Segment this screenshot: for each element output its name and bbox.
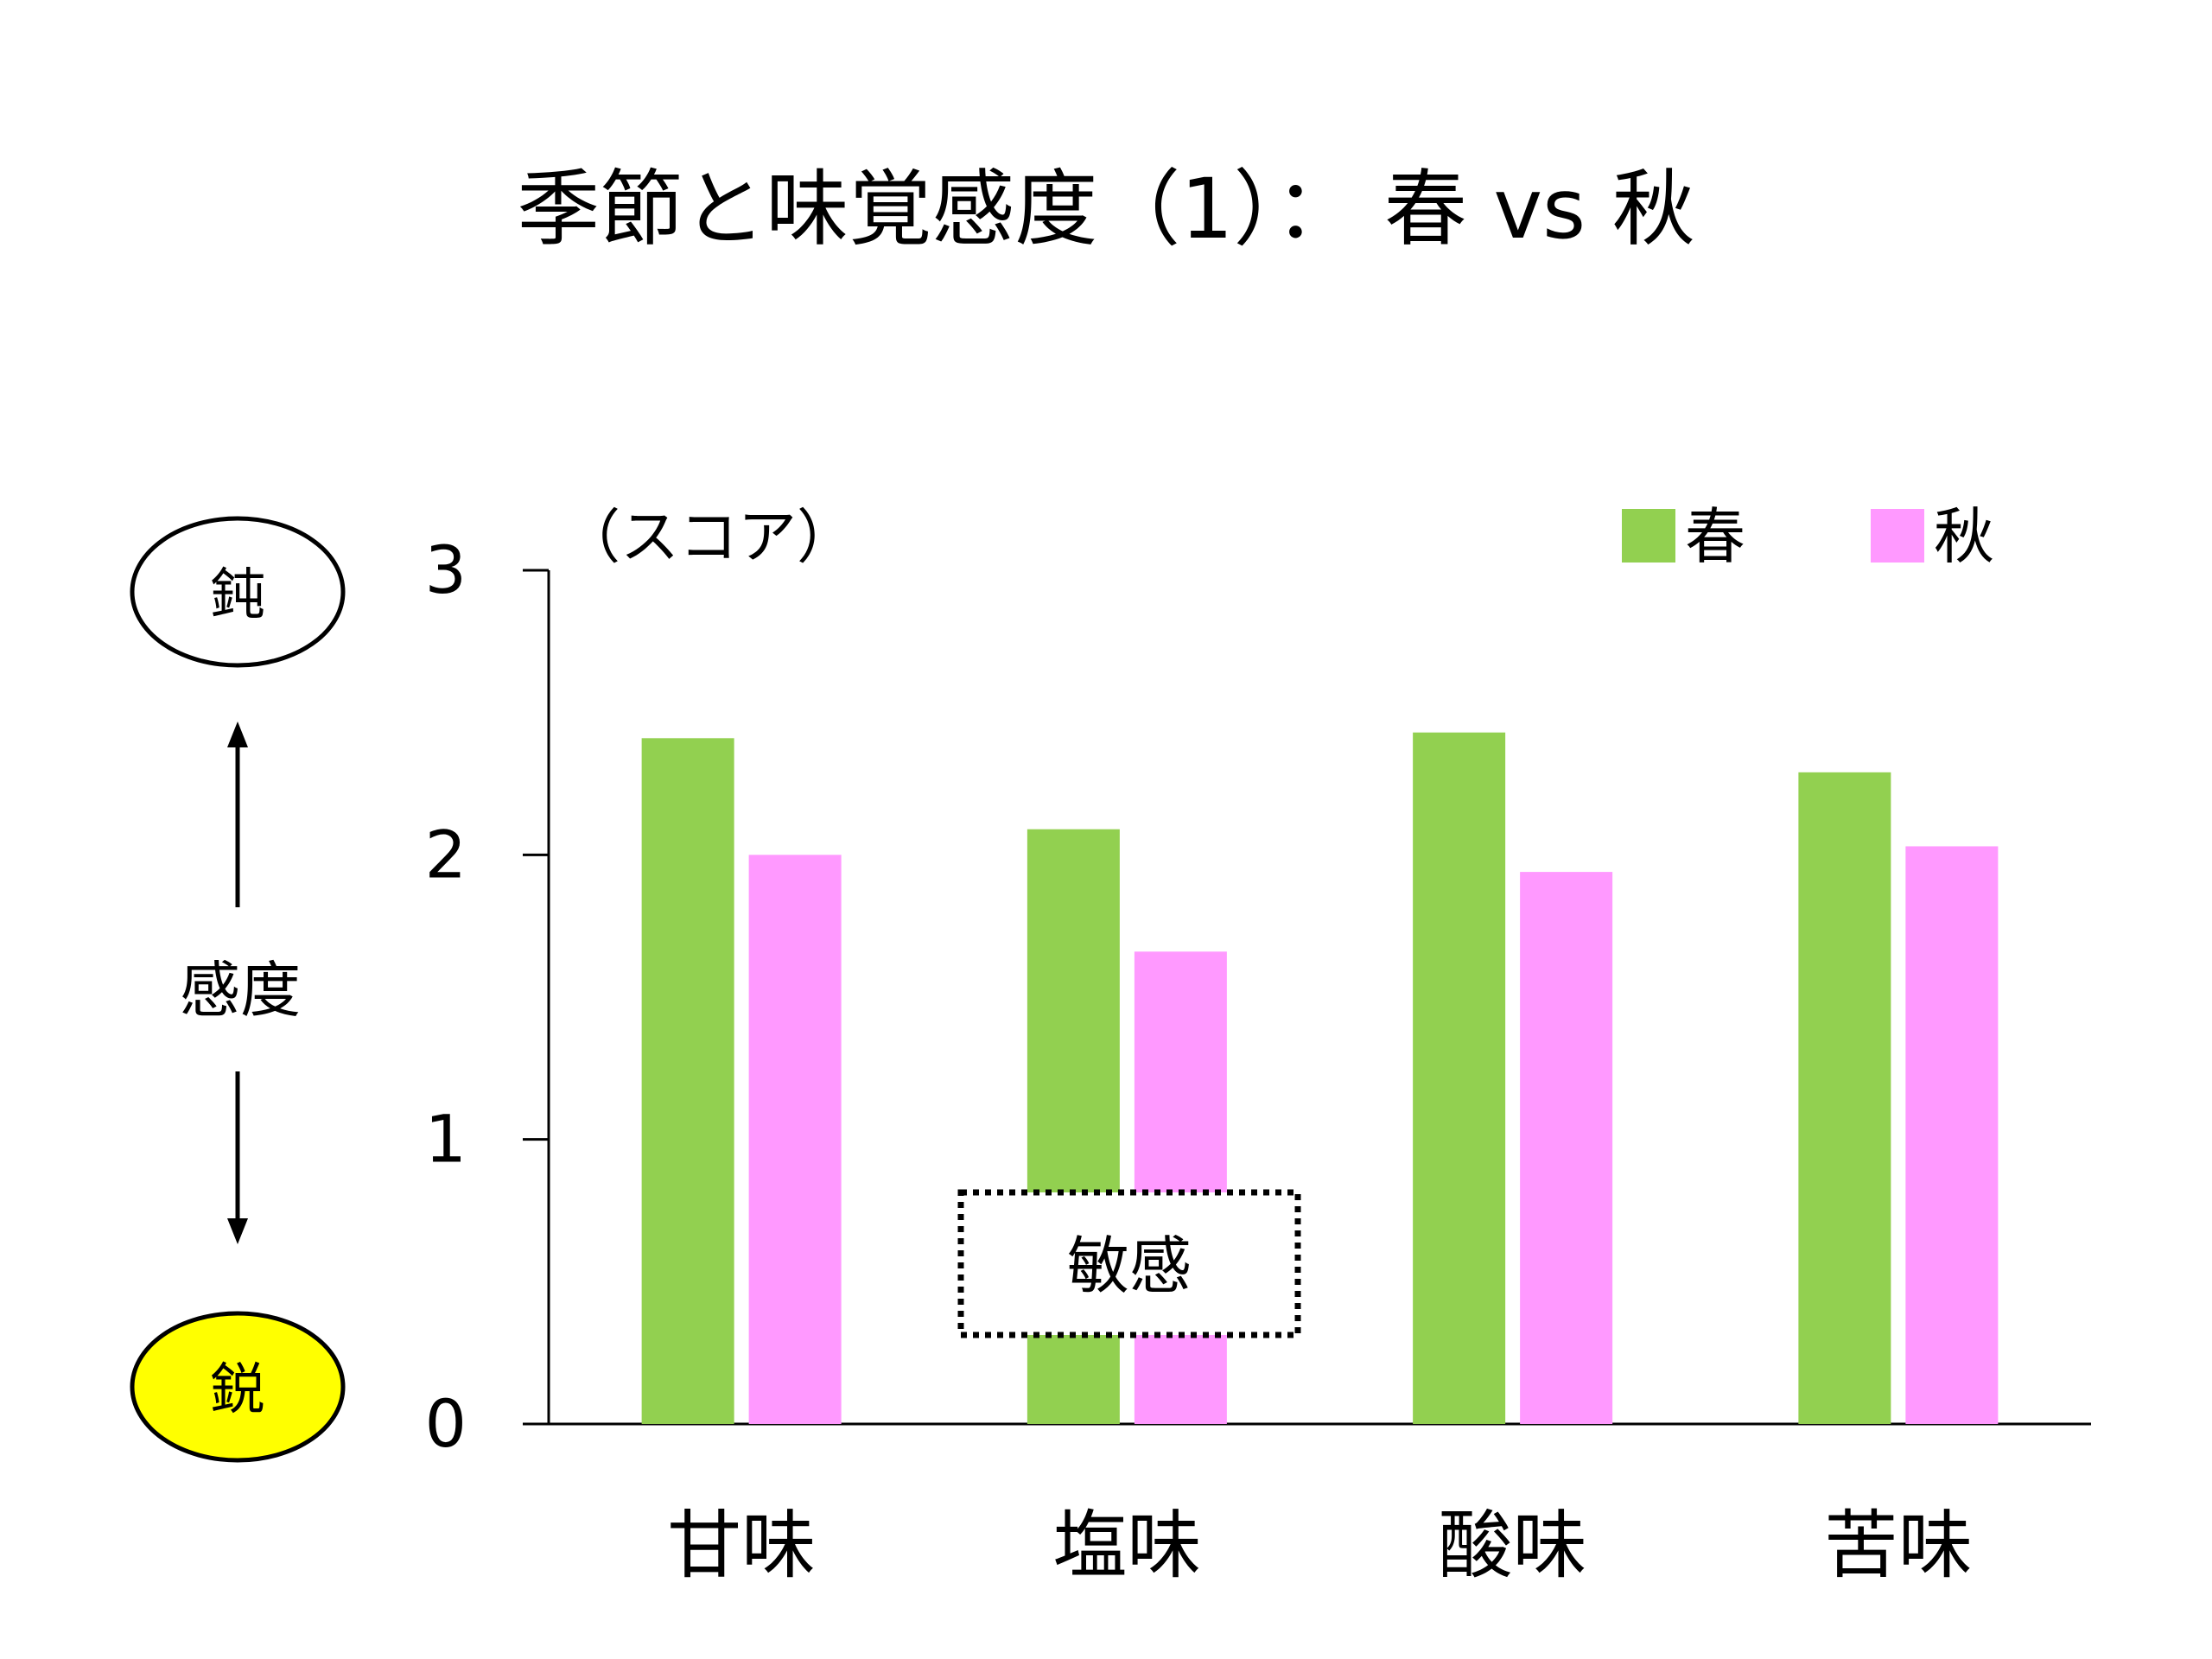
x-category-label: 甘味 — [667, 1503, 816, 1589]
legend: 春 秋 — [1622, 501, 1994, 572]
bar-spring — [1798, 772, 1891, 1424]
x-category-label: 塩味 — [1052, 1503, 1201, 1589]
sensitivity-label: 感度 — [180, 955, 301, 1026]
sensitive-note-label: 敏感 — [1067, 1230, 1192, 1302]
legend-label-spring: 春 — [1685, 501, 1745, 572]
bar-spring — [1413, 732, 1506, 1424]
legend-label-autumn: 秋 — [1934, 501, 1994, 572]
y-ticks: 0 1 2 3 — [425, 531, 549, 1462]
x-category-label: 酸味 — [1439, 1503, 1587, 1589]
y-tick-label: 2 — [425, 816, 467, 893]
legend-swatch-spring — [1622, 509, 1675, 563]
bar-autumn — [1520, 872, 1613, 1424]
bars — [641, 732, 1999, 1424]
dull-oval — [130, 516, 346, 668]
slide-title: 季節と味覚感度（1）： 春 vs 秋 — [517, 161, 1694, 257]
y-axis-unit-label: （スコア） — [562, 504, 855, 572]
bar-autumn — [1134, 951, 1227, 1424]
sensitive-note-box — [957, 1189, 1301, 1338]
x-category-label: 苦味 — [1824, 1503, 1973, 1589]
down-arrow-icon — [227, 1218, 248, 1244]
dull-label: 鈍 — [210, 563, 265, 627]
sharp-label: 鋭 — [210, 1358, 265, 1422]
legend-swatch-autumn — [1871, 509, 1924, 563]
y-tick-label: 1 — [425, 1101, 467, 1178]
y-tick-label: 3 — [425, 531, 467, 608]
bar-autumn — [1905, 846, 1999, 1424]
bar-autumn — [748, 855, 842, 1424]
up-arrow-icon — [227, 721, 248, 747]
bar-spring — [641, 738, 734, 1424]
category-labels: 甘味 塩味 酸味 苦味 — [667, 1503, 1973, 1589]
sharp-oval — [130, 1311, 346, 1463]
y-tick-label: 0 — [425, 1385, 467, 1462]
